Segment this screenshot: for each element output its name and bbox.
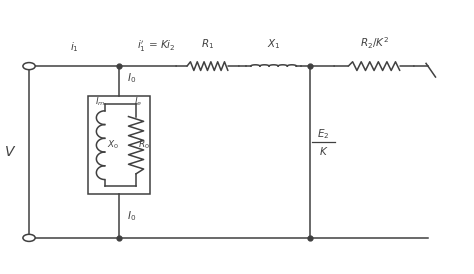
Text: $E_2$: $E_2$ bbox=[317, 127, 330, 141]
Text: $i_1'$ = $Ki_2$: $i_1'$ = $Ki_2$ bbox=[137, 38, 176, 54]
Circle shape bbox=[23, 234, 35, 241]
Text: $I_0$: $I_0$ bbox=[128, 209, 137, 223]
Text: $X_0$: $X_0$ bbox=[107, 139, 119, 152]
Bar bbox=[88, 96, 150, 194]
Text: $R_1$: $R_1$ bbox=[201, 37, 214, 51]
Circle shape bbox=[23, 62, 35, 70]
Text: $X_1$: $X_1$ bbox=[267, 37, 281, 51]
Text: $I_e$: $I_e$ bbox=[134, 96, 143, 109]
Text: $I_m$: $I_m$ bbox=[95, 96, 105, 109]
Text: $K$: $K$ bbox=[319, 145, 328, 157]
Text: $I_0$: $I_0$ bbox=[128, 72, 137, 85]
Text: $V$: $V$ bbox=[4, 145, 16, 159]
Text: $R_0$: $R_0$ bbox=[138, 139, 150, 152]
Text: $R_2/K^2$: $R_2/K^2$ bbox=[360, 36, 389, 51]
Text: $i_1$: $i_1$ bbox=[70, 40, 78, 54]
